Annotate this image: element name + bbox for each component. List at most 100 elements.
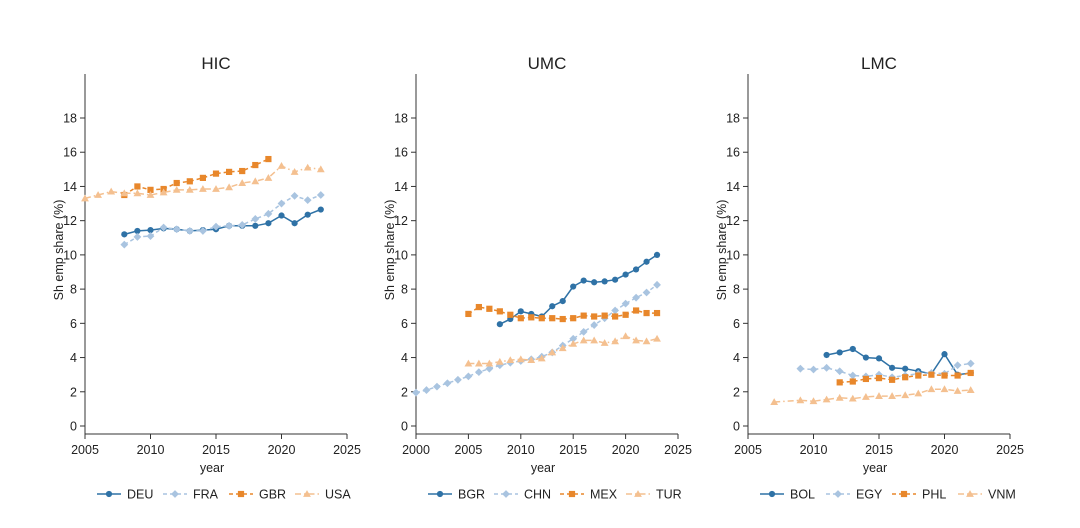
y-tick-label: 16	[394, 146, 408, 160]
data-point	[485, 364, 494, 373]
panel-0: HIC 0 2 4 6 8 10 12 14 16 18 2005 2010 2015 2020 2025 ye…	[52, 54, 361, 502]
x-tick-label: 2010	[507, 443, 535, 457]
data-point	[173, 179, 180, 187]
data-point	[622, 311, 629, 318]
data-point	[836, 379, 843, 386]
data-point	[590, 321, 599, 329]
data-point	[537, 354, 546, 362]
legend: BGR CHN MEX TUR	[428, 488, 682, 502]
series-line	[123, 194, 322, 246]
data-point	[875, 355, 883, 362]
y-tick-label: 4	[70, 351, 77, 365]
legend: DEU FRA GBR USA	[97, 488, 351, 502]
y-tick-label: 18	[63, 112, 77, 126]
panel-2: LMC 0 2 4 6 8 10 12 14 16 18 2005 2010 2015 2020 2025 ye…	[715, 54, 1024, 502]
data-point	[239, 167, 246, 175]
data-point	[836, 349, 843, 356]
data-point	[252, 222, 259, 229]
data-point	[966, 386, 975, 393]
data-point	[303, 163, 312, 171]
legend-label: BGR	[458, 488, 485, 502]
data-point	[147, 186, 154, 193]
data-point	[212, 185, 220, 192]
legend-key-marker	[900, 490, 908, 498]
legend-key-marker	[966, 490, 974, 497]
data-point	[953, 387, 962, 394]
series-line	[774, 388, 971, 403]
data-point	[809, 397, 818, 405]
y-tick-label: 8	[733, 283, 740, 297]
series-bol	[823, 345, 974, 378]
data-point	[134, 183, 141, 190]
data-point	[121, 231, 128, 238]
data-point	[120, 189, 129, 197]
data-point	[516, 355, 525, 363]
data-point	[107, 187, 116, 195]
y-tick-label: 12	[726, 214, 740, 228]
x-tick-label: 2020	[931, 443, 959, 457]
y-tick-label: 16	[63, 146, 77, 160]
x-tick-label: 2015	[202, 443, 230, 457]
data-point	[823, 351, 830, 359]
data-point	[146, 191, 155, 198]
data-point	[580, 312, 587, 319]
data-point	[264, 173, 273, 181]
data-point	[848, 371, 857, 380]
legend-label: VNM	[988, 488, 1016, 502]
x-tick-label: 2025	[996, 443, 1024, 457]
data-point	[632, 336, 640, 344]
data-point	[875, 392, 883, 399]
x-axis-label: year	[200, 461, 224, 475]
data-point	[252, 161, 259, 169]
data-point	[862, 375, 869, 383]
legend-key-marker	[502, 490, 510, 498]
x-tick-label: 2020	[268, 443, 296, 457]
y-tick-label: 14	[394, 180, 408, 194]
panel-title: UMC	[528, 54, 567, 73]
data-point	[822, 395, 831, 403]
x-tick-label: 2005	[454, 443, 482, 457]
y-tick-label: 10	[63, 248, 77, 262]
x-axis-label: year	[863, 461, 887, 475]
legend-key-marker	[237, 490, 245, 498]
legend-key-marker	[768, 490, 776, 498]
data-point	[902, 374, 909, 381]
data-point	[495, 357, 504, 365]
data-point	[809, 365, 818, 374]
data-point	[612, 276, 619, 283]
data-point	[822, 363, 831, 372]
data-point	[226, 168, 233, 175]
data-point	[642, 288, 651, 297]
x-tick-label: 2025	[664, 443, 692, 457]
legend-label: FRA	[193, 488, 219, 502]
data-point	[632, 293, 640, 302]
data-point	[159, 188, 168, 196]
data-point	[902, 365, 909, 372]
data-point	[212, 222, 220, 231]
legend-label: BOL	[790, 488, 815, 502]
data-point	[159, 223, 168, 232]
y-tick-label: 0	[401, 420, 408, 434]
legend-key-marker	[568, 490, 576, 498]
data-point	[199, 174, 206, 181]
y-tick-label: 18	[394, 112, 408, 126]
y-tick-label: 4	[401, 351, 408, 365]
data-point	[549, 315, 556, 322]
data-point	[199, 227, 207, 235]
data-point	[443, 379, 452, 388]
data-point	[548, 348, 557, 356]
data-point	[412, 388, 420, 397]
x-tick-label: 2015	[559, 443, 587, 457]
y-tick-label: 12	[394, 214, 408, 228]
y-axis-label: Sh emp share (%)	[52, 200, 66, 301]
data-point	[621, 332, 630, 340]
data-point	[94, 191, 102, 198]
legend-key-marker	[171, 490, 179, 498]
y-tick-label: 8	[70, 283, 77, 297]
data-point	[316, 191, 325, 199]
series-bgr	[496, 251, 661, 328]
data-point	[465, 310, 472, 318]
data-point	[527, 356, 536, 364]
data-point	[940, 385, 949, 393]
data-point	[265, 220, 272, 227]
